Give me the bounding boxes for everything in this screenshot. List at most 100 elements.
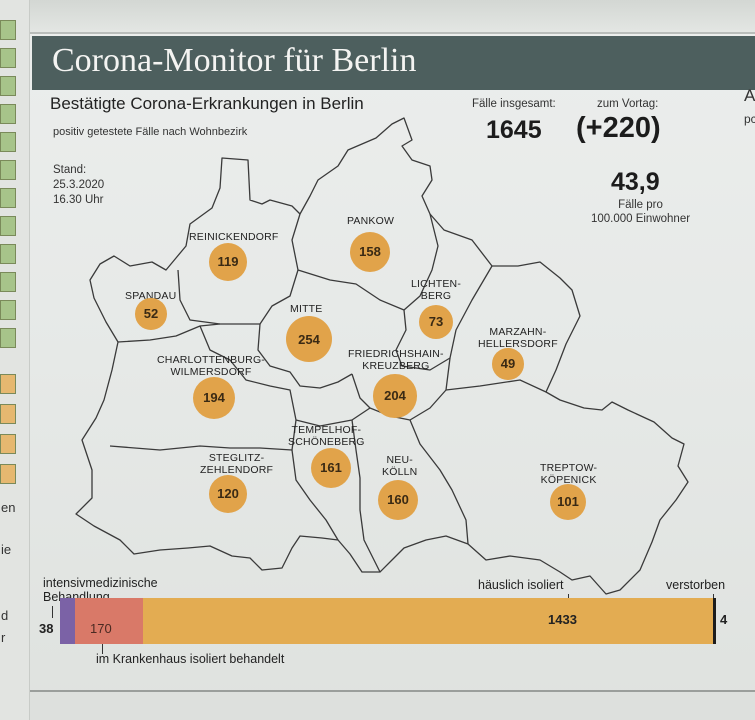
- stand-block: Stand: 25.3.2020 16.30 Uhr: [53, 163, 104, 208]
- district-border: [351, 357, 451, 421]
- legend-swatch: [0, 48, 16, 68]
- district-name-line: KÖLLN: [382, 466, 418, 478]
- district-name-line: LICHTEN-: [411, 278, 462, 290]
- header-band: Corona-Monitor für Berlin: [32, 36, 755, 90]
- prev-day-label: zum Vortag:: [597, 98, 659, 110]
- district-label: NEU- KÖLLN: [382, 454, 417, 478]
- district-label: MITTE: [290, 303, 323, 315]
- hospital-label: im Krankenhaus isoliert behandelt: [96, 652, 285, 666]
- district-border: [395, 265, 493, 371]
- district-border: [291, 449, 339, 541]
- district-name-line: STEGLITZ-: [208, 452, 265, 464]
- district-border: [351, 419, 381, 573]
- legend-swatch: [0, 104, 16, 124]
- district-name-line: NEU-: [386, 454, 413, 466]
- hospital-segment: [75, 598, 143, 644]
- district-name-line: TREPTOW-: [540, 462, 598, 474]
- district-label: SPANDAU: [125, 290, 176, 302]
- adjacent-column-left: en ie d r: [0, 0, 30, 720]
- deceased-label: verstorben: [666, 578, 726, 592]
- district-border: [295, 407, 371, 427]
- stand-label: Stand:: [53, 164, 87, 176]
- page-title: Corona-Monitor für Berlin: [52, 42, 417, 79]
- legend-swatch: [0, 464, 16, 484]
- page-top-border: [30, 0, 755, 34]
- district-border: [177, 213, 301, 325]
- legend-swatch: [0, 20, 16, 40]
- district-name-line: BERG: [420, 290, 452, 302]
- deceased-value: 4: [720, 612, 728, 627]
- district-name-line: TEMPELHOF-: [291, 424, 362, 436]
- legend-swatch: [0, 132, 16, 152]
- district-name-line: MITTE: [290, 303, 323, 315]
- district-label: STEGLITZ- ZEHLENDORF: [200, 452, 273, 476]
- case-count-bubble: 73: [419, 305, 453, 339]
- district-name-line: SCHÖNEBERG: [288, 436, 365, 448]
- legend-swatch: [0, 374, 16, 394]
- district-border: [409, 419, 469, 545]
- per100k-caption-line: 100.000 Einwohner: [590, 213, 691, 225]
- district-name-line: KÖPENICK: [540, 474, 597, 486]
- case-count-bubble: 120: [209, 475, 247, 513]
- district-label: REINICKENDORF: [189, 231, 279, 243]
- district-name-line: HELLERSDORF: [478, 338, 558, 350]
- district-name-line: PANKOW: [347, 215, 395, 227]
- case-count-bubble: 158: [349, 231, 391, 273]
- district-label: CHARLOTTENBURG- WILMERSDORF: [157, 354, 265, 378]
- stand-time: 16.30 Uhr: [53, 194, 104, 206]
- case-count-bubble: 49: [492, 348, 524, 380]
- icu-label-line: intensivmedizinische: [43, 576, 158, 590]
- district-border: [445, 379, 547, 393]
- per100k-caption-line: Fälle pro: [618, 199, 663, 211]
- icu-segment: [60, 598, 76, 644]
- edge-text: ie: [1, 542, 12, 557]
- page-bottom-border: [30, 690, 755, 720]
- legend-swatch: [0, 76, 16, 96]
- graphic-subnote: positiv getestete Fälle nach Wohnbezirk: [53, 126, 248, 138]
- district-border: [257, 323, 353, 389]
- legend-swatch: [0, 272, 16, 292]
- home-isolation-segment: [142, 598, 714, 644]
- district-name-line: ZEHLENDORF: [200, 464, 274, 476]
- case-count-bubble: 204: [373, 374, 417, 418]
- berlin-outline: [75, 117, 689, 595]
- prev-day-value: (+220): [576, 112, 661, 144]
- edge-text: pc: [744, 112, 755, 126]
- district-name-line: SPANDAU: [125, 290, 177, 302]
- legend-swatch: [0, 404, 16, 424]
- district-name-line: KREUZBERG: [362, 360, 430, 372]
- case-count-bubble: 254: [286, 316, 332, 362]
- district-label: TREPTOW- KÖPENICK: [540, 462, 597, 486]
- district-name-line: FRIEDRICHSHAIN-: [348, 348, 444, 360]
- total-label: Fälle insgesamt:: [472, 98, 556, 110]
- per100k-caption: Fälle pro 100.000 Einwohner: [578, 198, 703, 226]
- case-count-bubble: 160: [377, 479, 419, 521]
- district-name-line: WILMERSDORF: [170, 366, 252, 378]
- edge-text: en: [1, 500, 16, 515]
- icu-value: 38: [39, 621, 54, 636]
- legend-swatch: [0, 244, 16, 264]
- case-count-bubble: 161: [310, 447, 352, 489]
- graphic-subtitle: Bestätigte Corona-Erkrankungen in Berlin: [50, 94, 364, 113]
- home-isolation-value: 1433: [548, 612, 577, 627]
- case-count-bubble: 119: [209, 243, 247, 281]
- hospital-value: 170: [90, 621, 112, 636]
- stand-date: 25.3.2020: [53, 179, 105, 191]
- legend-swatch: [0, 328, 16, 348]
- district-label: TEMPELHOF- SCHÖNEBERG: [288, 424, 365, 448]
- hospital-pointer: [102, 642, 103, 654]
- icu-pointer: [52, 606, 53, 618]
- district-border: [117, 323, 221, 343]
- legend-swatch: [0, 160, 16, 180]
- district-name-line: CHARLOTTENBURG-: [157, 354, 266, 366]
- district-label: FRIEDRICHSHAIN- KREUZBERG: [348, 348, 444, 372]
- district-label: MARZAHN- HELLERSDORF: [478, 326, 558, 350]
- legend-swatch: [0, 188, 16, 208]
- per100k-value: 43,9: [611, 168, 660, 196]
- edge-text: d: [1, 608, 9, 623]
- case-count-bubble: 52: [135, 298, 167, 330]
- edge-text: A: [744, 86, 755, 105]
- district-label: LICHTEN- BERG: [411, 278, 461, 302]
- legend-swatch: [0, 434, 16, 454]
